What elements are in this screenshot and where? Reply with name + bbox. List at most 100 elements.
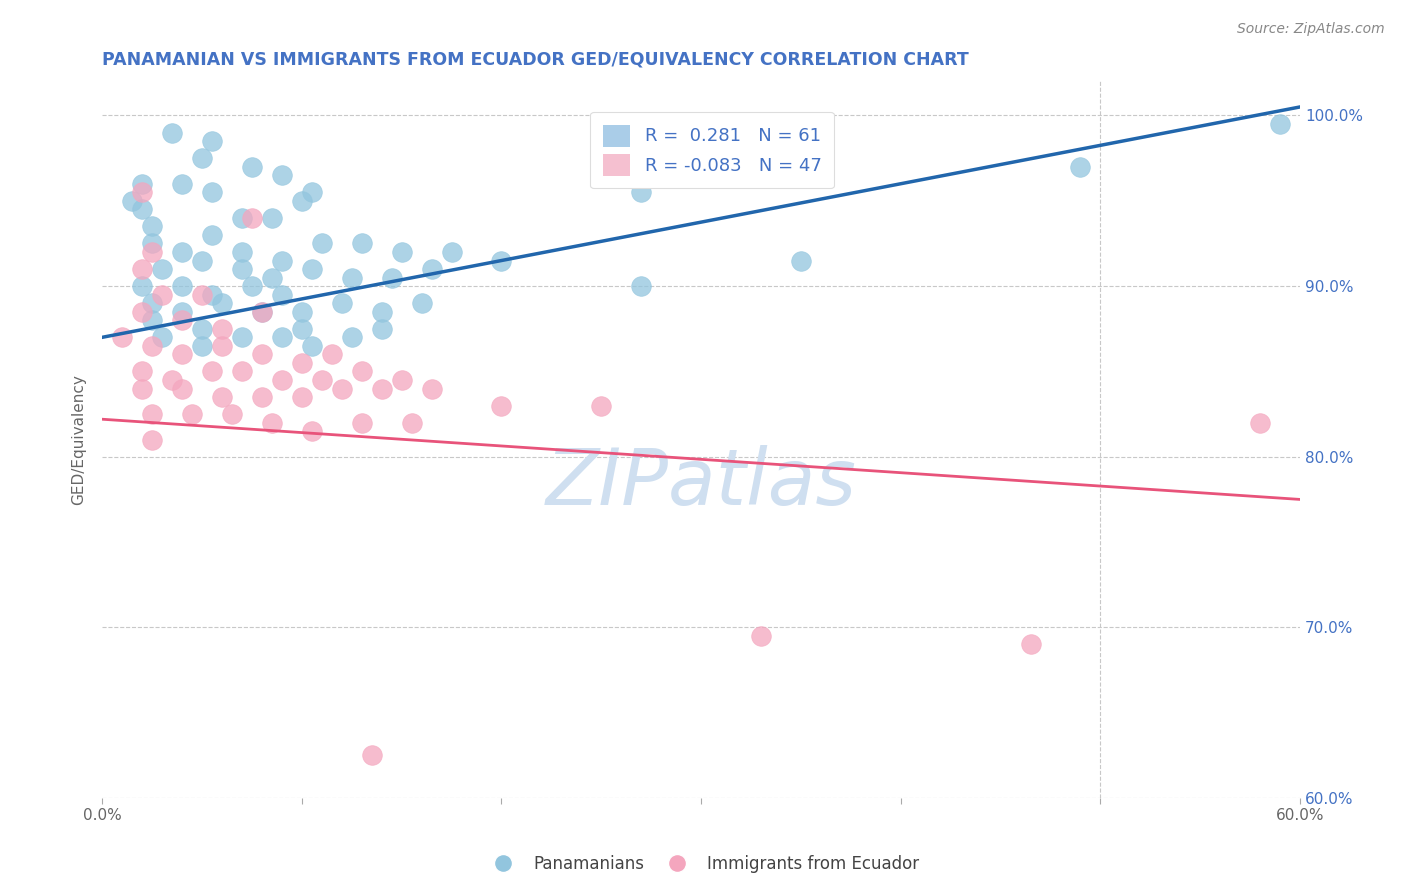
Point bbox=[170, 279, 193, 293]
Point bbox=[350, 236, 373, 251]
Text: Source: ZipAtlas.com: Source: ZipAtlas.com bbox=[1237, 22, 1385, 37]
Point bbox=[250, 390, 273, 404]
Point bbox=[370, 382, 392, 396]
Legend: R =  0.281   N = 61, R = -0.083   N = 47: R = 0.281 N = 61, R = -0.083 N = 47 bbox=[591, 112, 834, 188]
Point bbox=[201, 134, 224, 148]
Point bbox=[1249, 416, 1271, 430]
Point bbox=[270, 287, 292, 301]
Point bbox=[231, 211, 253, 225]
Point bbox=[291, 194, 314, 208]
Point bbox=[260, 270, 283, 285]
Point bbox=[231, 245, 253, 260]
Point bbox=[191, 253, 214, 268]
Point bbox=[170, 245, 193, 260]
Point bbox=[491, 253, 513, 268]
Point bbox=[121, 194, 143, 208]
Text: PANAMANIAN VS IMMIGRANTS FROM ECUADOR GED/EQUIVALENCY CORRELATION CHART: PANAMANIAN VS IMMIGRANTS FROM ECUADOR GE… bbox=[103, 51, 969, 69]
Point bbox=[330, 382, 353, 396]
Point bbox=[311, 373, 333, 387]
Point bbox=[221, 407, 243, 421]
Point bbox=[141, 245, 163, 260]
Point bbox=[630, 279, 652, 293]
Point bbox=[211, 322, 233, 336]
Point bbox=[211, 390, 233, 404]
Point bbox=[170, 177, 193, 191]
Point bbox=[250, 304, 273, 318]
Point bbox=[790, 253, 813, 268]
Point bbox=[131, 279, 153, 293]
Point bbox=[141, 313, 163, 327]
Point bbox=[291, 390, 314, 404]
Point bbox=[350, 416, 373, 430]
Point bbox=[420, 262, 443, 277]
Point bbox=[240, 211, 263, 225]
Point bbox=[150, 330, 173, 344]
Point bbox=[131, 382, 153, 396]
Point bbox=[260, 416, 283, 430]
Point bbox=[141, 236, 163, 251]
Point bbox=[591, 399, 613, 413]
Point bbox=[170, 382, 193, 396]
Point bbox=[330, 296, 353, 310]
Point bbox=[150, 262, 173, 277]
Point bbox=[270, 330, 292, 344]
Point bbox=[141, 407, 163, 421]
Point bbox=[160, 126, 183, 140]
Point bbox=[141, 219, 163, 234]
Point bbox=[211, 339, 233, 353]
Point bbox=[111, 330, 134, 344]
Point bbox=[141, 339, 163, 353]
Point bbox=[270, 168, 292, 182]
Point bbox=[260, 211, 283, 225]
Point bbox=[440, 245, 463, 260]
Point bbox=[191, 322, 214, 336]
Point bbox=[231, 330, 253, 344]
Point bbox=[191, 339, 214, 353]
Point bbox=[141, 433, 163, 447]
Point bbox=[391, 245, 413, 260]
Point bbox=[160, 373, 183, 387]
Point bbox=[381, 270, 404, 285]
Point bbox=[201, 227, 224, 242]
Point bbox=[291, 304, 314, 318]
Point bbox=[411, 296, 433, 310]
Point bbox=[131, 262, 153, 277]
Point bbox=[1019, 638, 1042, 652]
Point bbox=[131, 202, 153, 217]
Point bbox=[360, 748, 382, 763]
Point bbox=[170, 347, 193, 361]
Point bbox=[291, 322, 314, 336]
Point bbox=[391, 373, 413, 387]
Point bbox=[170, 313, 193, 327]
Point bbox=[131, 304, 153, 318]
Point bbox=[191, 151, 214, 165]
Point bbox=[420, 382, 443, 396]
Point bbox=[401, 416, 423, 430]
Point bbox=[630, 186, 652, 200]
Y-axis label: GED/Equivalency: GED/Equivalency bbox=[72, 375, 86, 505]
Point bbox=[131, 186, 153, 200]
Point bbox=[250, 304, 273, 318]
Point bbox=[270, 253, 292, 268]
Point bbox=[270, 373, 292, 387]
Point bbox=[240, 279, 263, 293]
Point bbox=[250, 347, 273, 361]
Point bbox=[231, 364, 253, 378]
Text: ZIPatlas: ZIPatlas bbox=[546, 445, 856, 521]
Legend: Panamanians, Immigrants from Ecuador: Panamanians, Immigrants from Ecuador bbox=[479, 848, 927, 880]
Point bbox=[231, 262, 253, 277]
Point bbox=[321, 347, 343, 361]
Point bbox=[301, 339, 323, 353]
Point bbox=[211, 296, 233, 310]
Point bbox=[141, 296, 163, 310]
Point bbox=[291, 356, 314, 370]
Point bbox=[150, 287, 173, 301]
Point bbox=[749, 629, 772, 643]
Point bbox=[131, 364, 153, 378]
Point bbox=[170, 304, 193, 318]
Point bbox=[1268, 117, 1291, 131]
Point bbox=[131, 177, 153, 191]
Point bbox=[350, 364, 373, 378]
Point bbox=[340, 330, 363, 344]
Point bbox=[191, 287, 214, 301]
